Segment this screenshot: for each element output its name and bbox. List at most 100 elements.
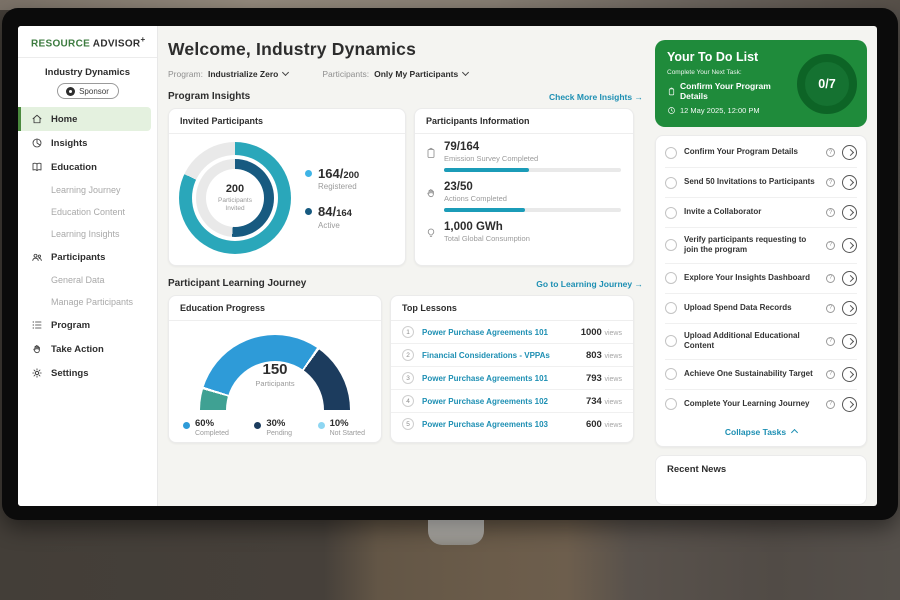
legend-value: 84/ <box>318 204 336 219</box>
sponsor-badge-label: Sponsor <box>79 87 109 96</box>
card-title: Invited Participants <box>169 109 405 134</box>
task-chevron-button[interactable] <box>842 271 857 286</box>
recent-news-card: Recent News <box>655 455 867 505</box>
lesson-link[interactable]: Power Purchase Agreements 101 <box>422 328 573 337</box>
org-name: Industry Dynamics <box>18 67 157 78</box>
dashboard-screen: RESOURCE ADVISOR+ Industry Dynamics Spon… <box>18 26 877 506</box>
learning-cards-row: Education Progress 150 Participants 60% … <box>168 295 643 443</box>
task-chevron-button[interactable] <box>842 145 857 160</box>
participants-filter-dropdown[interactable]: Participants: Only My Participants <box>322 69 468 79</box>
stat-value: 1,000 GWh <box>444 221 621 233</box>
sidebar-item-insights[interactable]: Insights <box>18 131 157 155</box>
participants-icon <box>31 251 43 263</box>
sidebar-item-general-data[interactable]: General Data <box>18 269 157 291</box>
program-filter-dropdown[interactable]: Program: Industrialize Zero <box>168 69 288 79</box>
legend-value: 164/ <box>318 166 343 181</box>
sidebar-item-take-action[interactable]: Take Action <box>18 337 157 361</box>
task-chevron-button[interactable] <box>842 301 857 316</box>
help-icon[interactable] <box>826 304 835 313</box>
sidebar-item-program[interactable]: Program <box>18 313 157 337</box>
lesson-rank: 1 <box>402 326 414 338</box>
sidebar-item-learning-insights[interactable]: Learning Insights <box>18 223 157 245</box>
sidebar-item-education-content[interactable]: Education Content <box>18 201 157 223</box>
sidebar-item-education[interactable]: Education <box>18 155 157 179</box>
program-icon <box>31 319 43 331</box>
task-checkbox[interactable] <box>665 368 677 380</box>
legend-item-active: 84/164 Active <box>305 205 359 230</box>
page-title: Welcome, Industry Dynamics <box>168 39 643 60</box>
sidebar-item-learning-journey[interactable]: Learning Journey <box>18 179 157 201</box>
donut-center-label: 200 Participants Invited <box>179 142 291 254</box>
task-checkbox[interactable] <box>665 335 677 347</box>
lesson-link[interactable]: Financial Considerations - VPPAs <box>422 351 578 360</box>
task-chevron-button[interactable] <box>842 397 857 412</box>
task-chevron-button[interactable] <box>842 334 857 349</box>
task-label: Complete Your Learning Journey <box>684 399 819 409</box>
stat-label: Emission Survey Completed <box>444 154 621 163</box>
sidebar-item-home[interactable]: Home <box>18 107 151 131</box>
legend-label: Active <box>318 221 352 230</box>
sidebar-item-label: Learning Journey <box>51 185 121 195</box>
lessons-list: 1 Power Purchase Agreements 101 1000 vie… <box>391 321 633 435</box>
task-checkbox[interactable] <box>665 207 677 219</box>
help-icon[interactable] <box>826 370 835 379</box>
views-suffix: views <box>604 353 622 360</box>
sponsor-badge: Sponsor <box>57 83 119 99</box>
next-task-label: Confirm Your Program Details <box>680 81 797 101</box>
todo-counter: 0/7 <box>818 77 835 91</box>
donut-center-caption: Participants Invited <box>209 197 261 213</box>
task-label: Upload Additional Educational Content <box>684 331 819 352</box>
task-checkbox[interactable] <box>665 398 677 410</box>
gauge-legend: 60% Completed 30% Pending 10% Not Starte… <box>169 411 381 437</box>
task-chevron-button[interactable] <box>842 205 857 220</box>
sidebar-item-participants[interactable]: Participants <box>18 245 157 269</box>
help-icon[interactable] <box>826 400 835 409</box>
participants-filter-label: Participants: <box>322 69 369 79</box>
legend-denominator: 164 <box>336 208 352 219</box>
link-label: Check More Insights <box>549 92 632 102</box>
legend-value: 60% <box>195 419 229 429</box>
insights-icon <box>31 137 43 149</box>
education-progress-card: Education Progress 150 Participants 60% … <box>168 295 382 443</box>
task-checkbox[interactable] <box>665 147 677 159</box>
legend-denominator: 200 <box>343 170 359 181</box>
tasks-card: Confirm Your Program Details Send 50 Inv… <box>655 135 867 447</box>
lesson-row: 4 Power Purchase Agreements 102 734 view… <box>391 390 633 413</box>
lesson-link[interactable]: Power Purchase Agreements 102 <box>422 397 578 406</box>
help-icon[interactable] <box>826 178 835 187</box>
task-checkbox[interactable] <box>665 272 677 284</box>
stat-value: 79/164 <box>444 141 621 153</box>
lesson-link[interactable]: Power Purchase Agreements 101 <box>422 374 578 383</box>
section-title: Participant Learning Journey <box>168 278 306 289</box>
help-icon[interactable] <box>826 274 835 283</box>
lesson-link[interactable]: Power Purchase Agreements 103 <box>422 420 578 429</box>
program-insights-header: Program Insights Check More Insights → <box>168 91 643 102</box>
task-chevron-button[interactable] <box>842 367 857 382</box>
help-icon[interactable] <box>826 208 835 217</box>
help-icon[interactable] <box>826 148 835 157</box>
todo-title: Your To Do List <box>667 50 797 64</box>
task-row-confirm-program: Confirm Your Program Details <box>665 138 857 168</box>
help-icon[interactable] <box>826 337 835 346</box>
todo-progress-ring: 0/7 <box>797 54 857 114</box>
legend-value: 30% <box>266 419 292 429</box>
task-chevron-button[interactable] <box>842 175 857 190</box>
task-checkbox[interactable] <box>665 302 677 314</box>
recent-news-title: Recent News <box>667 464 726 475</box>
task-row-explore-insights: Explore Your Insights Dashboard <box>665 264 857 294</box>
views-count: 793 <box>586 373 602 384</box>
main-content: Welcome, Industry Dynamics Program: Indu… <box>158 26 649 506</box>
go-to-learning-journey-link[interactable]: Go to Learning Journey → <box>536 279 643 289</box>
brand-secondary: ADVISOR <box>93 38 141 49</box>
sidebar-item-manage-participants[interactable]: Manage Participants <box>18 291 157 313</box>
views-count: 734 <box>586 396 602 407</box>
task-chevron-button[interactable] <box>842 238 857 253</box>
task-checkbox[interactable] <box>665 177 677 189</box>
help-icon[interactable] <box>826 241 835 250</box>
education-gauge-chart: 150 Participants <box>200 335 350 411</box>
sidebar-item-settings[interactable]: Settings <box>18 361 157 385</box>
collapse-tasks-link[interactable]: Collapse Tasks <box>665 419 857 444</box>
todo-datetime: 12 May 2025, 12:00 PM <box>667 106 797 115</box>
task-checkbox[interactable] <box>665 239 677 251</box>
check-more-insights-link[interactable]: Check More Insights → <box>549 92 643 102</box>
